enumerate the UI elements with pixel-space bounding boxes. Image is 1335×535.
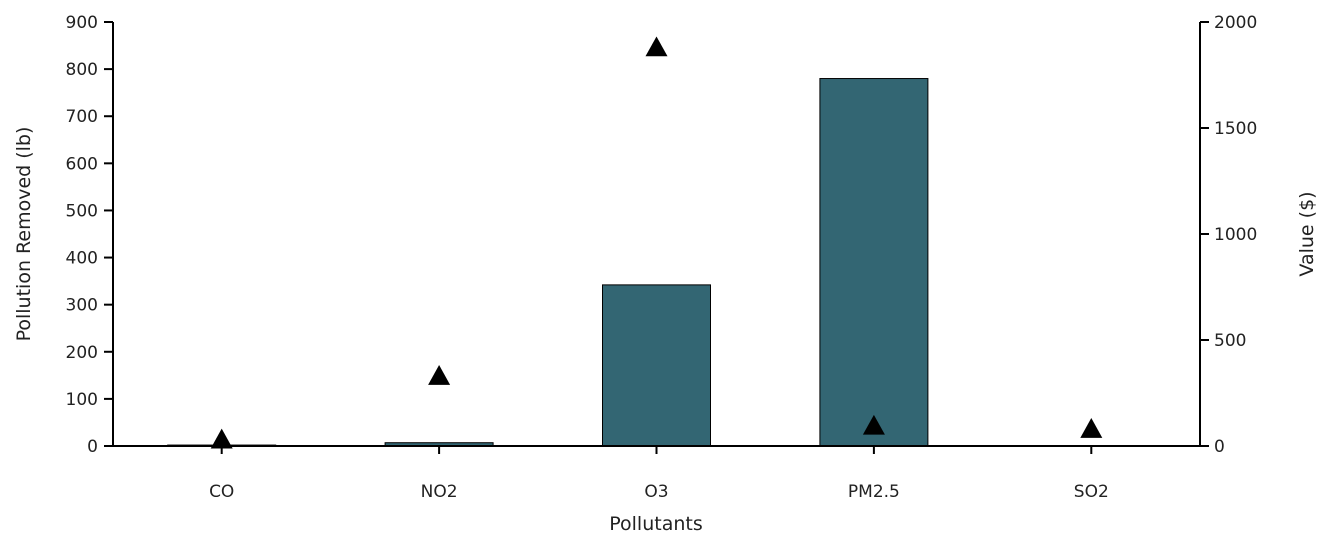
left-y-tick-label: 700 (66, 107, 98, 127)
left-y-axis-ticks: 0 100 200 300 400 500 600 700 800 900 (66, 13, 113, 457)
bar-pm25 (819, 78, 929, 447)
left-y-tick-label: 800 (66, 60, 98, 80)
x-tick-label: NO2 (421, 482, 458, 502)
x-tick-label: SO2 (1074, 482, 1109, 502)
x-tick-label: O3 (644, 482, 668, 502)
left-y-axis-title: Pollution Removed (lb) (13, 127, 35, 342)
right-y-axis-ticks: 0 500 1000 1500 2000 (1200, 13, 1257, 457)
left-y-tick-label: 0 (87, 437, 98, 457)
value-marker-so2 (1080, 418, 1103, 438)
right-y-tick-label: 2000 (1214, 13, 1257, 33)
right-y-tick-label: 1500 (1214, 119, 1257, 139)
bar-o3 (602, 284, 711, 447)
right-y-axis-title: Value ($) (1296, 191, 1318, 276)
value-marker-co (210, 428, 233, 449)
x-tick-label: PM2.5 (848, 482, 900, 502)
left-y-tick-label: 400 (66, 249, 98, 269)
left-y-tick-label: 100 (66, 390, 98, 410)
bar-series (167, 78, 929, 447)
left-y-tick-label: 600 (66, 154, 98, 174)
x-axis-tick-labels: CO NO2 O3 PM2.5 SO2 (209, 446, 1109, 502)
left-y-tick-label: 300 (66, 296, 98, 316)
value-marker-o3 (645, 36, 668, 57)
right-y-tick-label: 0 (1214, 437, 1225, 457)
right-y-tick-label: 1000 (1214, 225, 1257, 245)
right-y-tick-label: 500 (1214, 331, 1246, 351)
value-marker-series (210, 36, 1103, 449)
left-y-tick-label: 900 (66, 13, 98, 33)
value-marker-pm25 (862, 414, 885, 435)
x-axis-title: Pollutants (609, 513, 703, 535)
left-y-tick-label: 200 (66, 343, 98, 363)
left-y-tick-label: 500 (66, 201, 98, 221)
value-marker-no2 (428, 365, 451, 385)
x-tick-label: CO (209, 482, 234, 502)
